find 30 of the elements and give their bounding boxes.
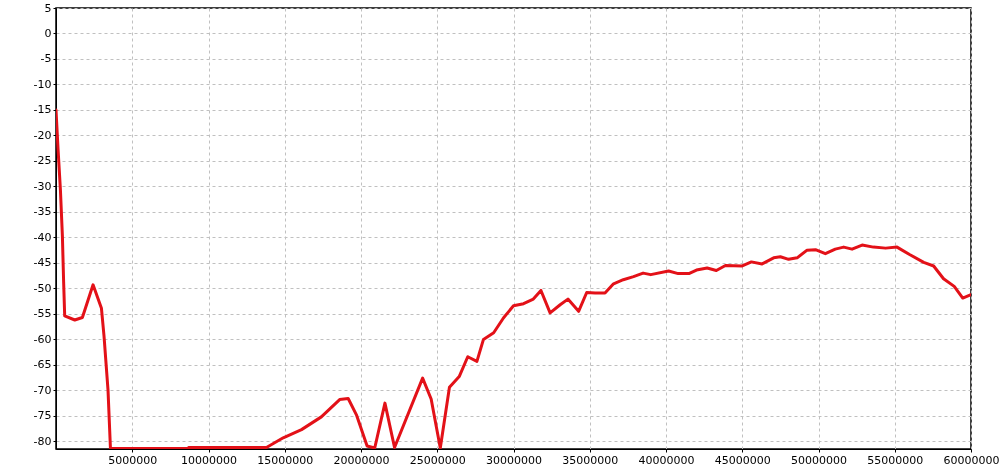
y-tick-label: -40: [33, 230, 52, 244]
x-tick-label: 35000000: [562, 453, 619, 467]
y-tick-label: -35: [33, 205, 52, 219]
y-tick-label: -25: [33, 154, 52, 168]
y-tick-label: -55: [33, 307, 52, 321]
x-tick-label: 25000000: [409, 453, 466, 467]
y-tick-label: -75: [33, 409, 52, 423]
x-tick-label: 15000000: [257, 453, 314, 467]
y-tick-label: -10: [33, 77, 52, 91]
y-tick-label: -5: [40, 52, 52, 66]
y-tick-label: -70: [33, 383, 52, 397]
y-tick-label: -45: [33, 256, 52, 270]
y-tick-label: -80: [33, 434, 52, 448]
x-tick-label: 5000000: [108, 453, 158, 467]
x-tick-label: 40000000: [638, 453, 695, 467]
x-tick-label: 45000000: [714, 453, 771, 467]
y-tick-label: -50: [33, 281, 52, 295]
y-tick-label: -65: [33, 358, 52, 372]
y-tick-label: -15: [33, 103, 52, 117]
x-tick-label: 50000000: [791, 453, 847, 467]
x-tick-label: 55000000: [867, 453, 924, 467]
x-tick-label: 60000000: [943, 453, 1000, 467]
y-tick-label: 5: [44, 1, 52, 15]
x-tick-label: 30000000: [486, 453, 542, 467]
y-tick-label: -60: [33, 332, 52, 346]
y-tick-label: -30: [33, 179, 52, 193]
x-tick-label: 20000000: [333, 453, 390, 467]
x-tick-label: 10000000: [181, 453, 237, 467]
y-tick-label: 0: [44, 26, 52, 40]
y-tick-label: -20: [33, 128, 52, 142]
